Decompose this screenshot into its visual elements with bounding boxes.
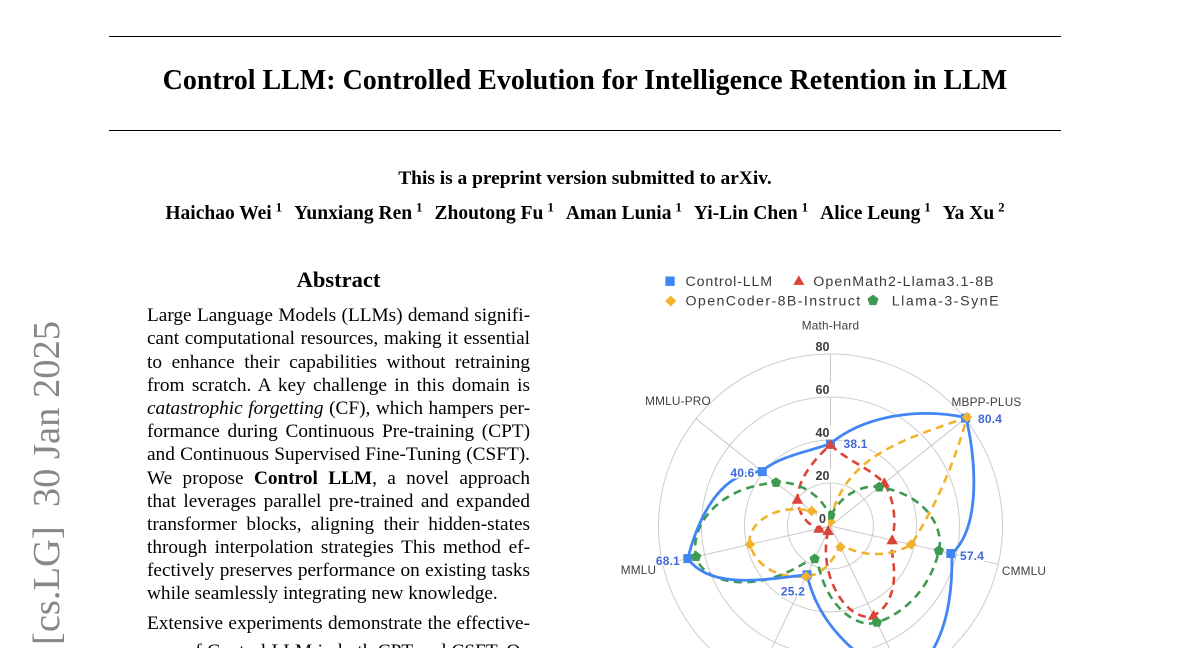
svg-text:25.2: 25.2 [781,585,805,599]
svg-text:Control-LLM: Control-LLM [686,274,773,290]
svg-text:80.4: 80.4 [978,412,1002,426]
svg-text:60: 60 [816,383,830,397]
svg-text:MMLU-PRO: MMLU-PRO [645,394,711,408]
svg-text:0: 0 [819,512,826,526]
svg-text:68.1: 68.1 [656,554,680,568]
svg-text:OpenCoder-8B-Instruct: OpenCoder-8B-Instruct [686,293,862,309]
svg-text:80: 80 [816,340,830,354]
svg-text:MBPP-PLUS: MBPP-PLUS [952,395,1022,409]
svg-text:38.1: 38.1 [844,437,868,451]
svg-text:MMLU: MMLU [621,563,657,577]
svg-text:OpenMath2-Llama3.1-8B: OpenMath2-Llama3.1-8B [813,274,994,290]
svg-text:40: 40 [816,426,830,440]
svg-text:20: 20 [816,469,830,483]
svg-text:57.4: 57.4 [960,549,984,563]
svg-text:CMMLU: CMMLU [1002,564,1046,578]
svg-text:40.6: 40.6 [730,466,754,480]
svg-text:Math-Hard: Math-Hard [802,319,860,333]
svg-text:Llama-3-SynE: Llama-3-SynE [892,293,1001,309]
